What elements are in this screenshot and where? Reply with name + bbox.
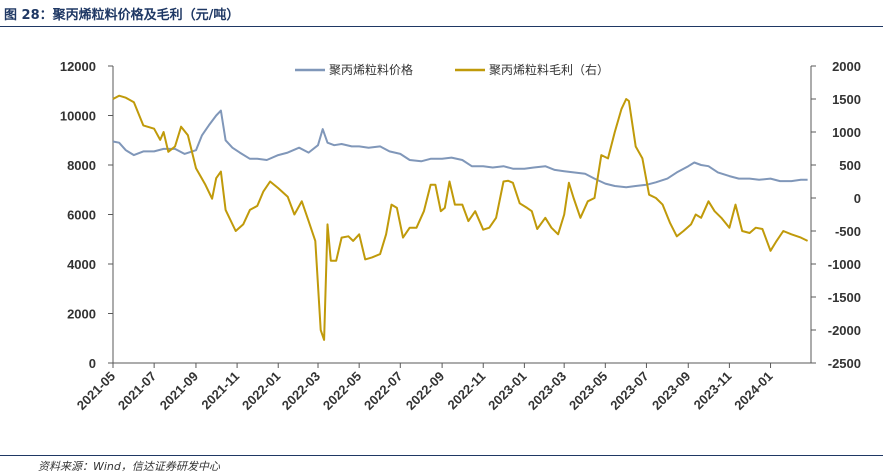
- right-tick-label: -1500: [828, 290, 861, 305]
- right-tick-label: 0: [854, 191, 861, 206]
- x-tick-label: 2023-07: [607, 369, 651, 413]
- price-series-line: [112, 109, 808, 189]
- left-tick-label: 6000: [67, 208, 96, 223]
- left-tick-label: 8000: [67, 158, 96, 173]
- x-tick-label: 2022-01: [239, 369, 283, 413]
- x-tick-label: 2021-05: [74, 369, 118, 413]
- right-tick-label: 1000: [832, 125, 861, 140]
- margin-series-line: [112, 94, 809, 341]
- title-divider: [0, 26, 883, 27]
- right-tick-label: 500: [839, 158, 861, 173]
- left-tick-label: 0: [89, 356, 96, 371]
- left-tick-label: 12000: [60, 59, 96, 74]
- x-tick-label: 2022-07: [361, 369, 405, 413]
- right-tick-label: 1500: [832, 92, 861, 107]
- x-tick-label: 2022-03: [279, 369, 323, 413]
- x-tick-label: 2023-03: [525, 369, 569, 413]
- source-divider: [0, 455, 883, 456]
- left-tick-label: 2000: [67, 307, 96, 322]
- x-tick-label: 2023-11: [691, 369, 735, 413]
- left-tick-label: 4000: [67, 257, 96, 272]
- x-tick-label: 2023-05: [566, 369, 610, 413]
- x-tick-label: 2024-01: [731, 369, 775, 413]
- x-tick-label: 2022-09: [403, 369, 447, 413]
- x-tick-label: 2022-05: [320, 369, 364, 413]
- right-tick-label: -1000: [828, 257, 861, 272]
- x-tick-label: 2023-09: [649, 369, 693, 413]
- left-tick-label: 10000: [60, 109, 96, 124]
- x-tick-label: 2023-01: [485, 369, 529, 413]
- right-tick-label: -500: [835, 224, 861, 239]
- right-tick-label: -2500: [828, 356, 861, 371]
- x-tick-label: 2021-09: [157, 369, 201, 413]
- legend-label: 聚丙烯粒料毛利（右）: [489, 62, 609, 77]
- x-tick-label: 2021-11: [198, 369, 242, 413]
- x-tick-label: 2021-07: [115, 369, 159, 413]
- x-tick-label: 2022-11: [445, 369, 489, 413]
- figure-title: 图 28：聚丙烯粒料价格及毛利（元/吨）: [4, 8, 240, 23]
- legend-label: 聚丙烯粒料价格: [329, 62, 413, 77]
- right-tick-label: 2000: [832, 59, 861, 74]
- right-tick-label: -2000: [828, 323, 861, 338]
- source-note: 资料来源：Wind，信达证券研发中心: [38, 460, 220, 473]
